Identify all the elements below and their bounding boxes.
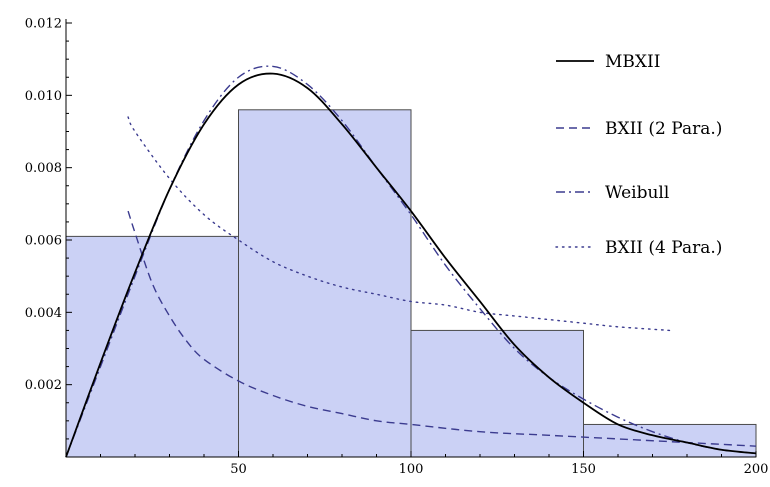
y-tick-label: 0.008 (25, 161, 62, 176)
series-line (65, 72, 757, 458)
y-tick-label: 0.004 (25, 306, 62, 321)
y-ticks: 0.002 0.004 0.006 0.008 0.010 0.012 (25, 17, 72, 440)
y-tick-label: 0.012 (25, 17, 62, 32)
x-ticks: 50 100 150 200 (100, 451, 769, 477)
y-tick-label: 0.002 (25, 378, 62, 393)
legend-entry-label: Weibull (605, 183, 669, 203)
histogram-bar (238, 109, 412, 458)
histogram-bar (583, 423, 757, 458)
x-tick-label: 50 (230, 462, 247, 477)
histogram-bar (410, 329, 584, 458)
x-tick-label: 150 (571, 462, 596, 477)
x-tick-label: 100 (399, 462, 424, 477)
legend: MBXII BXII (2 Para.) Weibull BXII (4 Para.) (555, 52, 722, 258)
histogram-bars (65, 109, 757, 458)
histogram-bar (65, 235, 239, 458)
density-curves (65, 65, 757, 458)
x-tick-label: 200 (744, 462, 769, 477)
y-tick-label: 0.006 (25, 234, 62, 249)
legend-entry-label: BXII (2 Para.) (605, 119, 722, 139)
y-tick-label: 0.010 (25, 89, 62, 104)
legend-entry-label: MBXII (605, 52, 660, 72)
legend-entry-label: BXII (4 Para.) (605, 238, 722, 258)
series-line (127, 116, 671, 332)
series-line (127, 210, 757, 447)
